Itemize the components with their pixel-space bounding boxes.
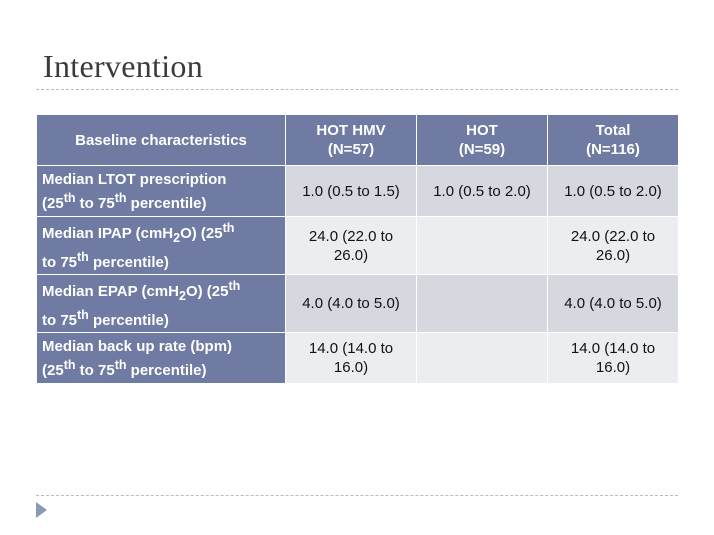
table-cell: 1.0 (0.5 to 2.0) [547,165,679,217]
header-baseline-characteristics: Baseline characteristics [36,114,286,166]
header-hot: HOT (N=59) [416,114,548,166]
table-cell: 24.0 (22.0 to 26.0) [547,216,679,275]
header-hot-hmv: HOT HMV (N=57) [285,114,417,166]
table-cell: 14.0 (14.0 to 16.0) [285,332,417,384]
table-cell: 14.0 (14.0 to 16.0) [547,332,679,384]
table-cell: 1.0 (0.5 to 2.0) [416,165,548,217]
row-label: Median LTOT prescription (25th to 75th pe… [36,165,286,217]
title-divider [36,89,678,90]
row-label: Median IPAP (cmH2O) (25th to 75th percent… [36,216,286,275]
slide-title: Intervention [43,48,203,84]
table-row: Median IPAP (cmH2O) (25th to 75th percent… [36,216,679,275]
table-header-row: Baseline characteristics HOT HMV (N=57) … [36,114,679,166]
table-cell [416,216,548,275]
table-cell: 1.0 (0.5 to 1.5) [285,165,417,217]
footer-divider [36,495,678,496]
table-cell: 4.0 (4.0 to 5.0) [547,274,679,333]
table-cell: 24.0 (22.0 to 26.0) [285,216,417,275]
row-label: Median back up rate (bpm) (25th to 75th p… [36,332,286,384]
triangle-right-icon [36,502,47,518]
table-row: Median EPAP (cmH2O) (25th to 75th percent… [36,274,679,333]
table-cell: 4.0 (4.0 to 5.0) [285,274,417,333]
table-cell [416,274,548,333]
header-total: Total (N=116) [547,114,679,166]
row-label: Median EPAP (cmH2O) (25th to 75th percent… [36,274,286,333]
table-cell [416,332,548,384]
table-row: Median back up rate (bpm) (25th to 75th p… [36,332,679,384]
table-row: Median LTOT prescription (25th to 75th pe… [36,165,679,217]
baseline-table: Baseline characteristics HOT HMV (N=57) … [36,114,679,384]
